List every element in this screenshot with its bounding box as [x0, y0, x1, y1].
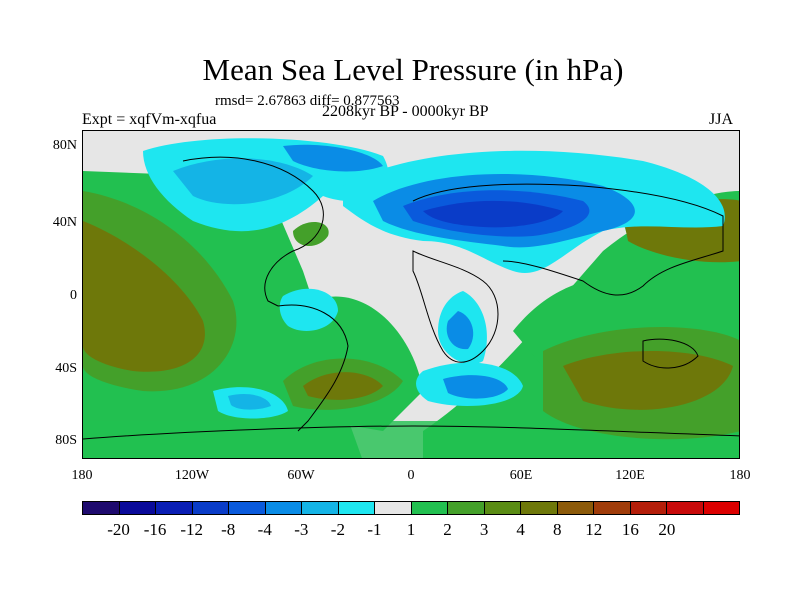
colorbar-label: 20	[658, 520, 676, 539]
season-label: JJA	[709, 111, 734, 128]
colorbar-label: 8	[552, 520, 562, 539]
colorbar-label: 2	[443, 520, 452, 539]
pressure-field	[83, 131, 739, 458]
colorbar-swatch-8	[375, 502, 412, 514]
colorbar-swatch-0	[83, 502, 120, 514]
colorbar-label: -16	[143, 520, 167, 539]
lat-label-40n: 40N	[52, 215, 77, 230]
colorbar-swatch-7	[338, 502, 375, 514]
lon-label-0: 0	[407, 468, 415, 483]
colorbar-label: 4	[516, 520, 525, 539]
lon-label-120w: 120W	[174, 468, 210, 483]
lon-label-180e: 180	[729, 468, 751, 483]
colorbar-swatch-14	[594, 502, 631, 514]
lat-label-40s: 40S	[55, 361, 77, 376]
colorbar-swatch-5	[265, 502, 302, 514]
colorbar-swatch-2	[156, 502, 193, 514]
colorbar-swatch-11	[484, 502, 521, 514]
experiment-label: Expt = xqfVm-xqfua	[82, 111, 217, 128]
colorbar-label: 12	[585, 520, 603, 539]
colorbar-label: -3	[294, 520, 309, 539]
lon-label-120e: 120E	[615, 468, 645, 483]
colorbar-swatch-13	[557, 502, 594, 514]
lon-label-60e: 60E	[509, 468, 533, 483]
colorbar-label: -4	[257, 520, 272, 539]
lat-label-0: 0	[70, 288, 77, 303]
colorbar-label: -2	[330, 520, 345, 539]
colorbar-label: -20	[107, 520, 130, 539]
colorbar-swatch-6	[302, 502, 339, 514]
colorbar-swatch-16	[667, 502, 704, 514]
rmsd-diff-stats: rmsd= 2.67863 diff= 0.877563	[215, 93, 400, 109]
colorbar-label: -1	[367, 520, 382, 539]
colorbar-swatch-3	[192, 502, 229, 514]
period-label: 2208kyr BP - 0000kyr BP	[322, 103, 489, 120]
colorbar-label: -8	[221, 520, 236, 539]
colorbar-swatch-12	[521, 502, 558, 514]
lon-label-180w: 180	[71, 468, 93, 483]
lat-label-80s: 80S	[55, 433, 77, 448]
colorbar-swatch-1	[119, 502, 156, 514]
colorbar-label: -12	[180, 520, 203, 539]
colorbar-swatch-4	[229, 502, 266, 514]
lat-label-80n: 80N	[52, 138, 77, 153]
colorbar-label: 16	[621, 520, 639, 539]
colorbar-swatch-9	[411, 502, 448, 514]
colorbar	[82, 501, 740, 515]
colorbar-label: 3	[479, 520, 489, 539]
colorbar-swatch-17	[703, 502, 739, 514]
colorbar-label: 1	[406, 520, 416, 539]
pressure-map	[82, 130, 740, 459]
colorbar-swatch-15	[630, 502, 667, 514]
figure-title: Mean Sea Level Pressure (in hPa)	[202, 52, 624, 87]
lon-label-60w: 60W	[287, 468, 315, 483]
colorbar-swatch-10	[448, 502, 485, 514]
